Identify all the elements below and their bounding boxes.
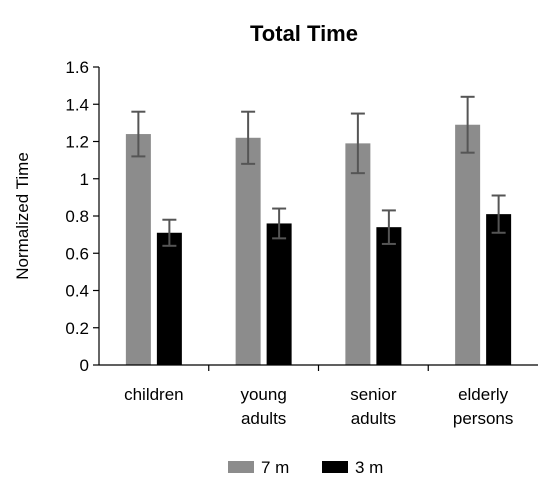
- y-tick-label: 1.6: [65, 58, 89, 77]
- chart-title: Total Time: [250, 21, 358, 46]
- x-category-label: adults: [351, 409, 396, 428]
- bar: [455, 124, 481, 365]
- legend-label: 3 m: [355, 458, 383, 477]
- bar: [266, 223, 292, 365]
- bars-group: [125, 95, 512, 365]
- legend: 7 m 3 m: [228, 458, 383, 477]
- y-tick-label: 0: [80, 356, 89, 375]
- x-category-label: elderly: [458, 385, 509, 404]
- x-axis: children young adults senior adults elderly pe…: [99, 364, 538, 428]
- x-category-label: children: [124, 385, 184, 404]
- x-category-label: persons: [453, 409, 513, 428]
- x-category-label: adults: [241, 409, 286, 428]
- y-tick-label: 0.6: [65, 244, 89, 263]
- bar: [235, 137, 261, 365]
- y-tick-label: 1: [80, 170, 89, 189]
- bar: [125, 134, 151, 365]
- y-tick-label: 1.2: [65, 133, 89, 152]
- y-axis: 0 0.2 0.4 0.6 0.8 1 1.2 1.4 1.6: [65, 58, 100, 375]
- x-category-label: senior: [350, 385, 397, 404]
- y-tick-label: 0.2: [65, 319, 89, 338]
- y-tick-label: 0.4: [65, 282, 89, 301]
- legend-label: 7 m: [261, 458, 289, 477]
- y-tick-label: 0.8: [65, 207, 89, 226]
- legend-swatch: [228, 461, 254, 473]
- y-axis-label: Normalized Time: [13, 152, 32, 280]
- legend-swatch: [322, 461, 348, 473]
- bar: [156, 232, 182, 365]
- bar: [376, 227, 402, 365]
- y-tick-label: 1.4: [65, 95, 89, 114]
- x-category-label: young: [240, 385, 286, 404]
- bar: [345, 143, 371, 365]
- bar: [486, 214, 512, 365]
